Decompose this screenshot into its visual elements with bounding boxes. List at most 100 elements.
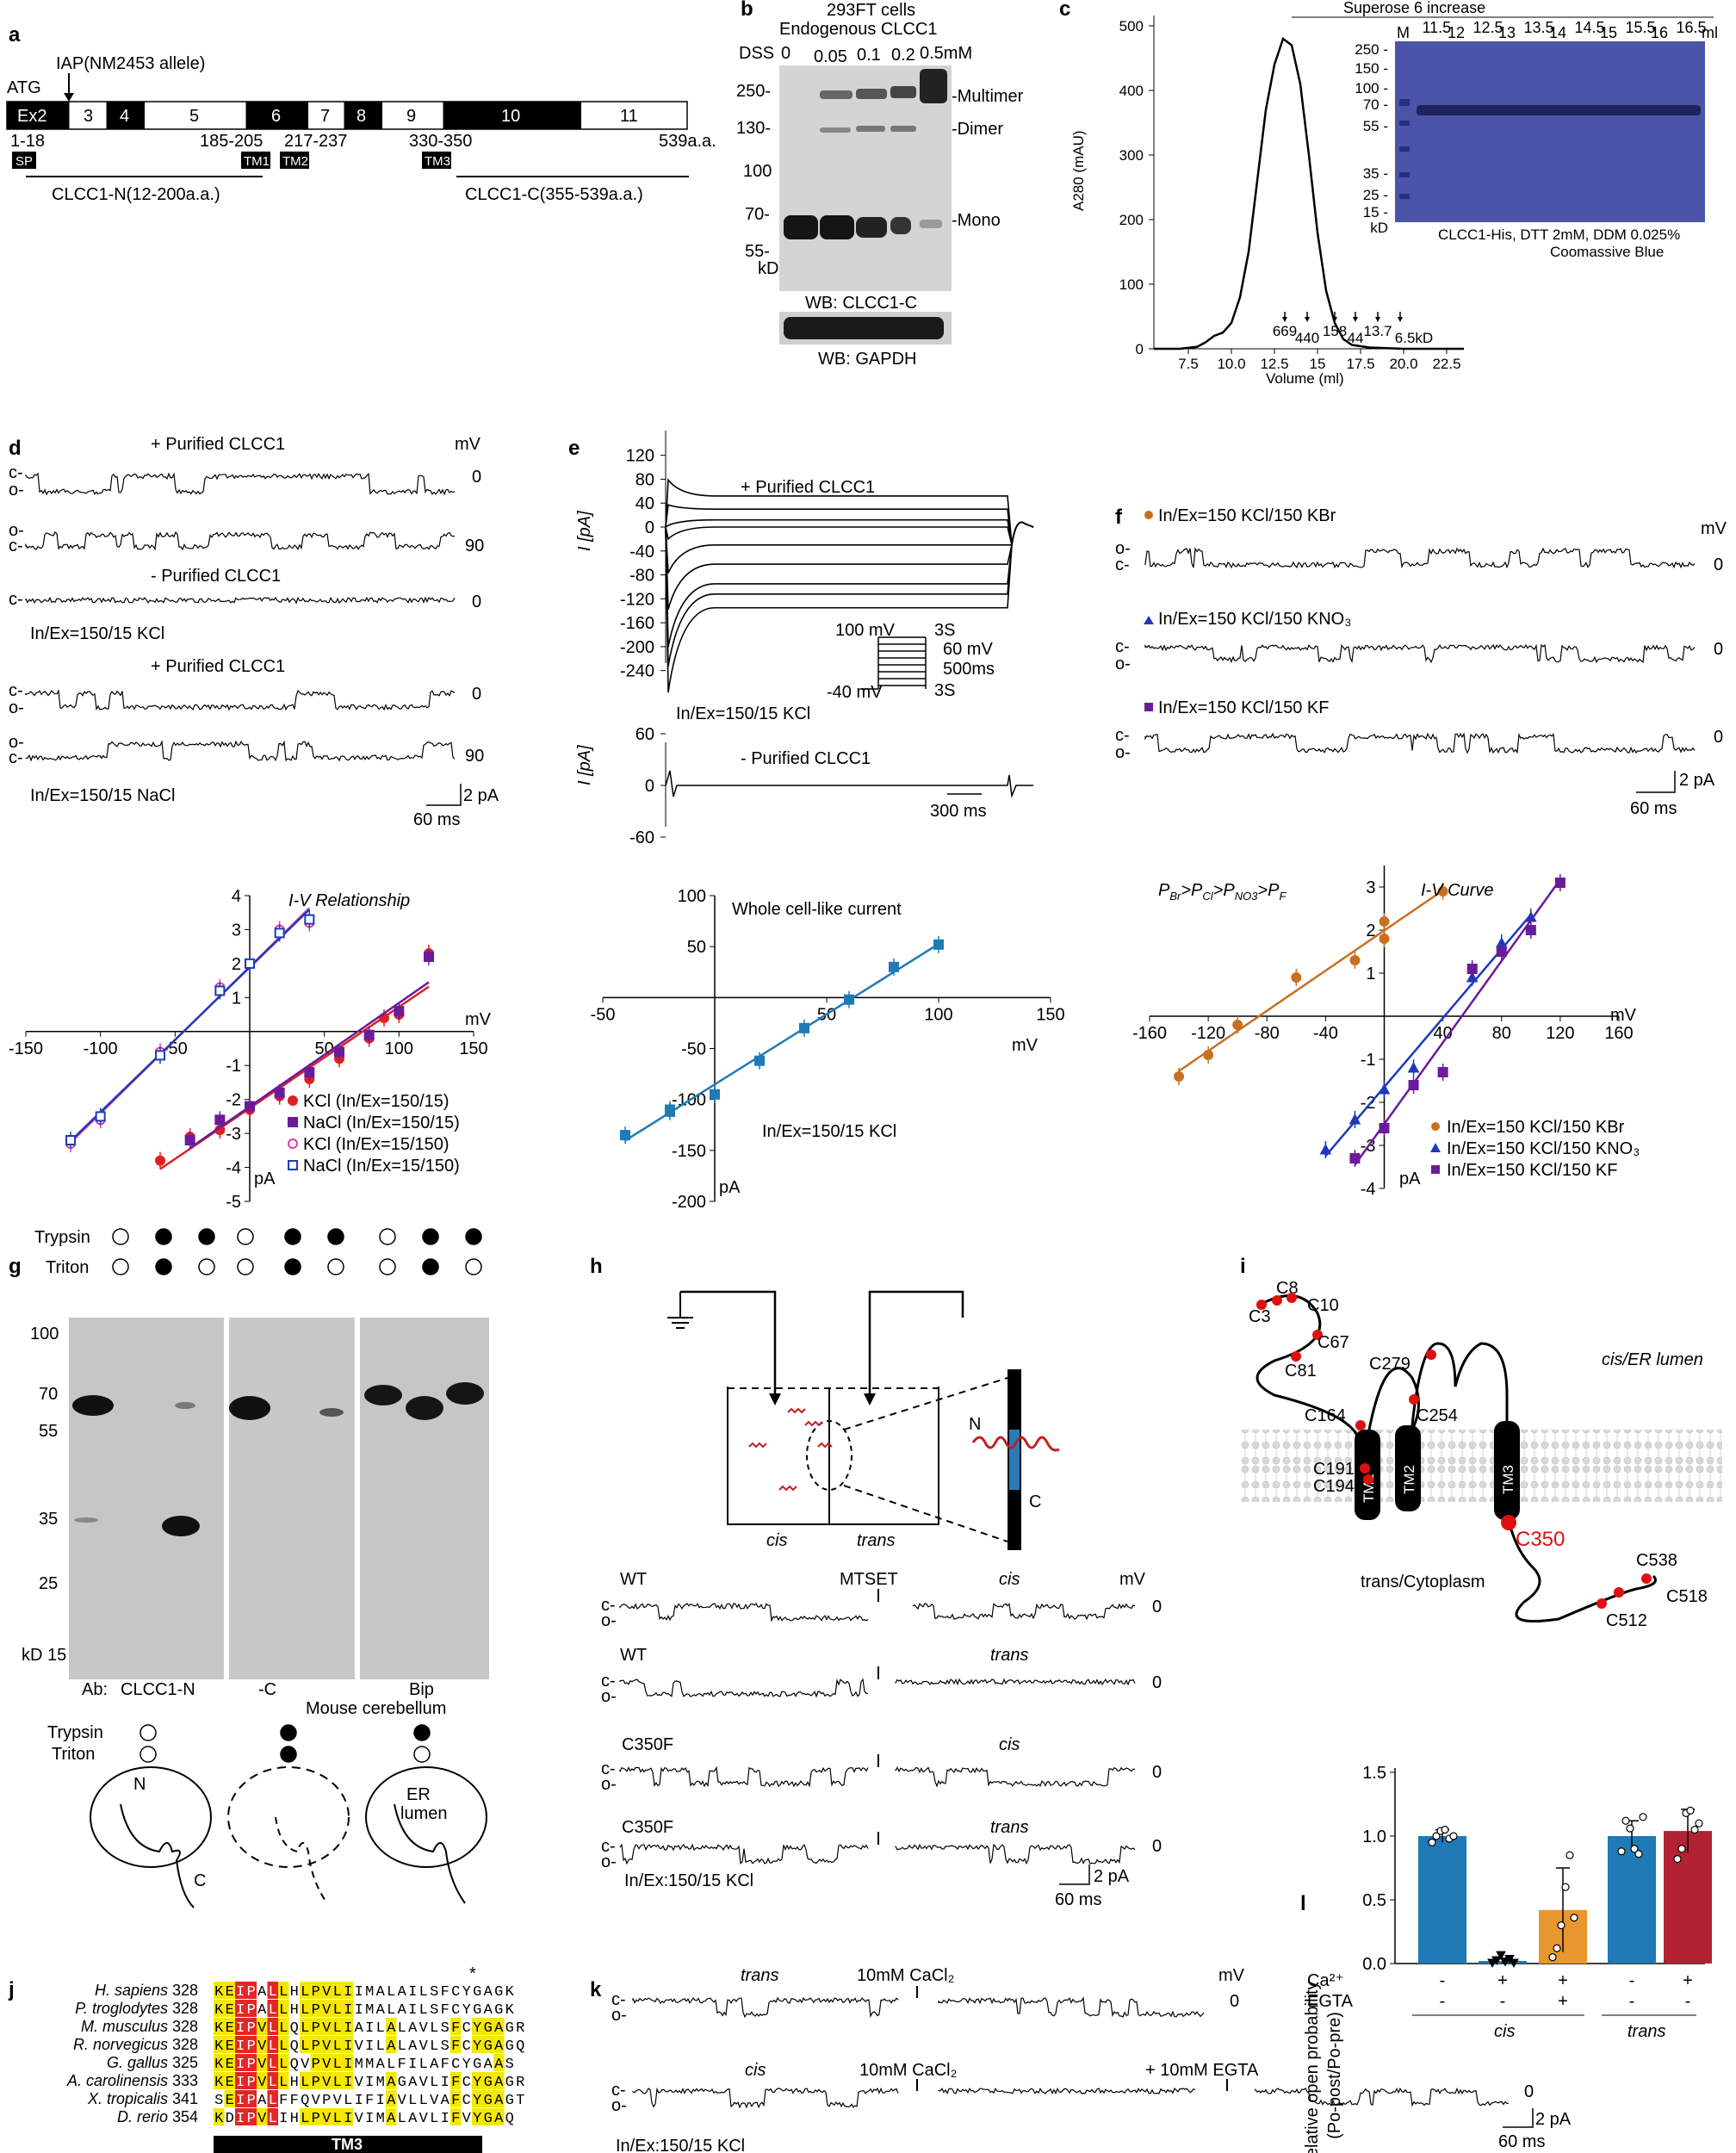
e-ytick-2: 0 <box>645 777 654 796</box>
residue: K <box>505 2002 515 2019</box>
h-scale-bar <box>1059 1864 1090 1885</box>
data-point <box>1319 1143 1332 1155</box>
cysteine-label: C3 <box>1249 1307 1271 1326</box>
residue: I <box>344 2002 352 2019</box>
residue: P <box>247 2075 256 2091</box>
residue: K <box>505 1984 515 2001</box>
e-iv-title: Whole cell-like current <box>732 900 902 919</box>
data-point <box>665 1104 675 1115</box>
residue: I <box>344 2075 352 2091</box>
bar <box>1418 1836 1466 1964</box>
seq-start: 354 <box>172 2108 198 2125</box>
gel-lane: M <box>1397 24 1410 41</box>
fit-line <box>70 909 311 1142</box>
c-ytick: 200 <box>1119 212 1144 228</box>
residue: M <box>376 2111 385 2127</box>
d-v-2: 90 <box>465 537 484 555</box>
k-side-trans: trans <box>741 1966 778 1985</box>
data-point <box>1441 1826 1449 1834</box>
iv-xtick: 40 <box>1434 1024 1453 1043</box>
residue: I <box>344 2057 352 2073</box>
data-point <box>95 1111 106 1122</box>
h-trace-3b <box>895 1766 1136 1788</box>
blot-bip <box>360 1318 489 1679</box>
h-mtset: MTSET <box>840 1570 898 1589</box>
residue: L <box>269 2057 277 2073</box>
wb-clcc1-label: WB: CLCC1-C <box>805 294 917 313</box>
panel-f: f In/Ex=150 KCl/150 KBr mV o- c- 0 In/Ex… <box>1115 506 1727 1199</box>
residue: V <box>312 2093 321 2109</box>
e-current-sweep <box>665 521 1034 574</box>
exon-label-9: 9 <box>406 107 416 126</box>
residue: L <box>398 2038 406 2055</box>
residue: I <box>408 2002 417 2019</box>
panel-c: c A280 (mAU) 0 100 200 300 400 500 7.5 10.0 12.… <box>1059 0 1718 387</box>
g-c-label: C <box>194 1871 206 1890</box>
panel-letter-f: f <box>1115 506 1123 529</box>
data-point <box>245 1101 255 1112</box>
h-side-1: cis <box>999 1570 1020 1589</box>
k-o-1: o- <box>611 2006 627 2025</box>
d-trace-1 <box>25 472 456 496</box>
residue: L <box>419 2093 428 2109</box>
residue: G <box>398 2075 406 2091</box>
gel-lane: 14 <box>1549 24 1566 41</box>
h-scale-y: 2 pA <box>1094 1867 1130 1886</box>
h-side-2: trans <box>990 1646 1028 1665</box>
band-mono-2 <box>856 217 887 238</box>
g-mw-35: 35 <box>39 1510 58 1529</box>
residue: P <box>247 2038 256 2055</box>
tm2-helix <box>1395 1425 1421 1511</box>
residue: L <box>333 2020 342 2037</box>
d-trace-4 <box>25 689 456 711</box>
residue: Y <box>462 2002 471 2019</box>
d-label-minus: - Purified CLCC1 <box>151 567 281 586</box>
d-o-4: o- <box>9 698 24 717</box>
residue: L <box>279 2020 288 2037</box>
iv-xtick: -50 <box>163 1039 188 1058</box>
seq-start: 328 <box>172 2036 198 2053</box>
panel-k: k trans 10mM CaCl₂ mV c- o- 0 cis 10mM C… <box>590 1966 1572 2153</box>
cysteine-dot <box>1596 1598 1607 1609</box>
gel-lane: 13.5 <box>1524 19 1554 36</box>
residue: Q <box>290 2038 299 2055</box>
species-name: P. troglodytes <box>75 2000 168 2017</box>
residue: L <box>333 2075 342 2091</box>
cysteine-label: C254 <box>1417 1406 1458 1425</box>
sp-box <box>12 152 36 169</box>
iv-ytick: 1 <box>1366 965 1375 983</box>
d-trace-2 <box>25 530 456 551</box>
residue: L <box>279 2002 288 2019</box>
residue: A <box>494 2020 504 2037</box>
d-v-1: 0 <box>472 468 481 487</box>
h-trace-3a <box>619 1765 869 1788</box>
residue: V <box>419 2020 429 2037</box>
g-ab-bip: Bip <box>409 1680 434 1699</box>
residue: V <box>257 2038 267 2055</box>
panel-letter-a: a <box>9 23 21 47</box>
data-point <box>1686 1806 1695 1815</box>
residue: A <box>387 2111 396 2127</box>
c-elution-trace <box>1154 36 1464 351</box>
f-label-kno3: In/Ex=150 KCl/150 KNO₃ <box>1158 610 1351 629</box>
f-marker-kbr <box>1144 511 1153 519</box>
d-label-plus-2: + Purified CLCC1 <box>151 657 285 676</box>
data-point <box>754 1055 765 1066</box>
residue: R <box>516 2075 524 2091</box>
gel-lane: ml <box>1702 24 1718 41</box>
data-point <box>1553 1944 1561 1952</box>
residue: V <box>322 2075 332 2091</box>
band-label-dimer: -Dimer <box>952 120 1003 139</box>
c-marker-label: 440 <box>1295 330 1319 346</box>
residue: C <box>462 2075 471 2091</box>
vesicle-digested <box>365 1766 487 1868</box>
residue: I <box>236 2020 245 2037</box>
residue: K <box>214 2038 224 2055</box>
residue: L <box>269 2020 277 2037</box>
gel-lane: 16 <box>1651 24 1668 41</box>
aa-end: 539a.a. <box>659 132 716 151</box>
k-trace-2b <box>938 2087 1196 2095</box>
h-cis-electrode <box>680 1290 777 1402</box>
species-name: A. carolinensis <box>66 2072 168 2089</box>
